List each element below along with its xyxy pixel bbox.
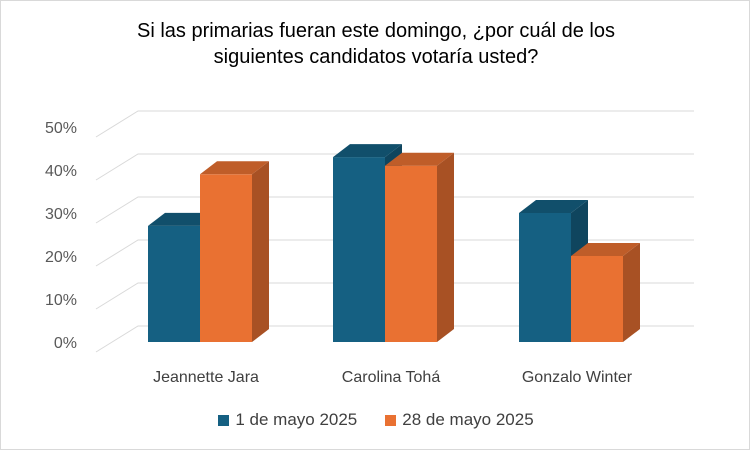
legend-swatch-series-2 (385, 414, 397, 426)
chart-title: Si las primarias fueran este domingo, ¿p… (0, 18, 752, 70)
x-category-label: Gonzalo Winter (522, 369, 633, 386)
legend-label-series-2: 28 de mayo 2025 (402, 410, 534, 429)
y-tick-label: 30% (45, 206, 77, 223)
chart-title-line-1: Si las primarias fueran este domingo, ¿p… (136, 20, 615, 42)
bar-side (623, 243, 640, 342)
bar-top (200, 161, 269, 175)
legend-label-series-1: 1 de mayo 2025 (235, 410, 358, 429)
bar-top (333, 144, 402, 158)
bar-side (437, 152, 454, 342)
gridline (95, 239, 694, 267)
x-category-label: Jeannette Jara (153, 369, 259, 386)
gridline (95, 153, 694, 181)
gridline (95, 325, 694, 353)
chart-legend: 1 de mayo 2025 28 de mayo 2025 (0, 410, 752, 430)
bar-front (385, 165, 437, 342)
chart-title-line-2: siguientes candidatos votaría usted? (213, 46, 539, 68)
bar-top (519, 200, 588, 213)
bar-front (333, 157, 385, 342)
bar-top (148, 212, 217, 226)
bar-front (519, 213, 571, 342)
bar-front (148, 225, 200, 342)
y-tick-label: 40% (45, 163, 77, 180)
bar-front (571, 256, 623, 342)
bar-side (252, 161, 269, 342)
legend-item-series-1: 1 de mayo 2025 (218, 410, 357, 430)
bar-top (385, 152, 454, 166)
bar-top (571, 243, 640, 256)
bar-front (200, 174, 252, 342)
gridline (95, 196, 694, 224)
legend-item-series-2: 28 de mayo 2025 (385, 410, 534, 430)
legend-swatch-series-1 (218, 414, 230, 426)
gridline (95, 282, 694, 310)
y-tick-label: 20% (45, 249, 77, 266)
y-tick-label: 50% (45, 120, 77, 137)
x-category-label: Carolina Tohá (342, 369, 441, 386)
y-tick-label: 0% (54, 335, 77, 352)
y-tick-label: 10% (45, 292, 77, 309)
gridline (95, 110, 694, 138)
